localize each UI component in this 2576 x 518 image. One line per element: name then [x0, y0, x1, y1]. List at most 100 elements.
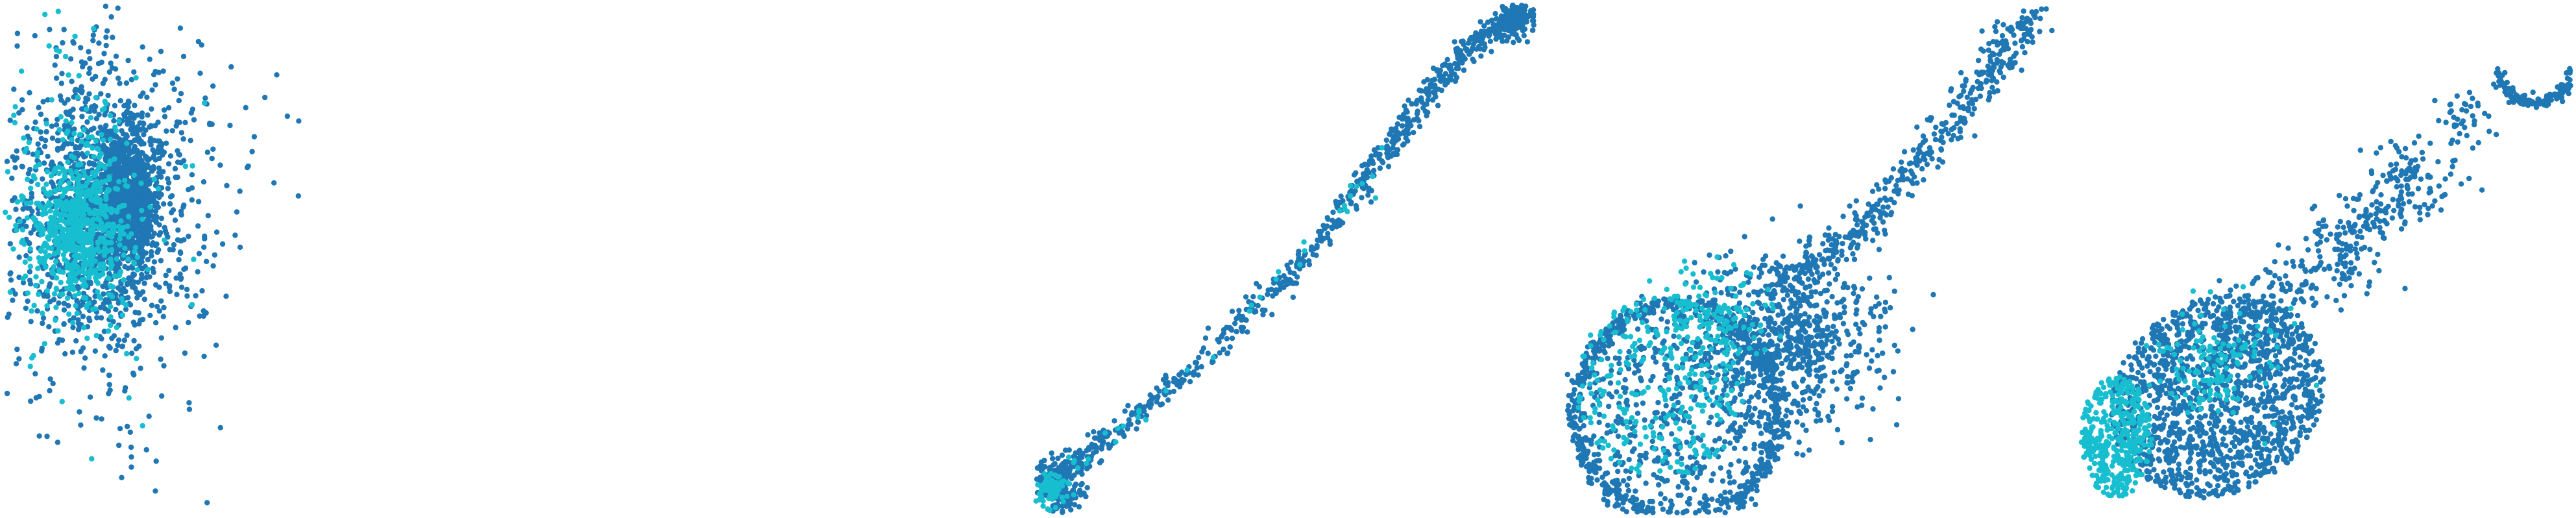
scatter-point: [51, 169, 57, 175]
scatter-point: [101, 106, 107, 112]
scatter-point: [115, 5, 121, 11]
scatter-point: [6, 311, 12, 317]
scatter-point: [1590, 355, 1596, 361]
scatter-point: [217, 162, 223, 168]
scatter-point: [103, 42, 109, 49]
scatter-point: [158, 230, 164, 236]
scatter-point: [25, 133, 30, 139]
scatter-point: [73, 338, 79, 344]
scatter-point: [177, 25, 184, 31]
scatter-point: [1084, 485, 1090, 491]
scatter-point: [58, 114, 64, 120]
scatter-point: [249, 149, 255, 154]
scatter-point: [1288, 259, 1294, 265]
scatter-point: [17, 218, 23, 225]
scatter-point: [77, 302, 84, 309]
scatter-point: [30, 215, 36, 221]
scatter-point: [124, 144, 130, 150]
scatter-point: [1625, 487, 1632, 494]
scatter-point: [151, 71, 157, 78]
scatter-point: [1163, 375, 1169, 381]
scatter-point: [88, 280, 93, 287]
scatter-point: [97, 249, 103, 254]
scatter-point: [203, 258, 210, 264]
scatter-point: [181, 266, 187, 272]
scatter-point: [124, 332, 130, 338]
scatter-point: [197, 70, 203, 77]
scatter-point: [38, 129, 43, 135]
scatter-point: [1041, 471, 1047, 476]
scatter-point: [1684, 485, 1690, 491]
scatter-point: [111, 117, 117, 124]
scatter-point: [114, 265, 121, 271]
scatter-point: [62, 53, 69, 60]
scatter-point: [135, 279, 141, 285]
scatter-point: [95, 146, 102, 153]
scatter-point: [93, 415, 99, 421]
scatter-point: [154, 204, 160, 211]
scatter-point: [1393, 125, 1399, 132]
scatter-point: [191, 256, 197, 262]
scatter-point: [121, 277, 127, 283]
scatter-point: [158, 335, 164, 341]
scatter-point: [115, 223, 122, 229]
scatter-point: [1071, 492, 1076, 498]
scatter-point: [123, 385, 128, 391]
scatter-point: [125, 57, 131, 64]
scatter-point: [87, 56, 93, 62]
scatter-point: [1037, 496, 1043, 502]
scatter-point: [1498, 22, 1504, 29]
scatter-point: [156, 222, 162, 228]
scatter-point: [1269, 312, 1275, 317]
scatter-point: [163, 273, 169, 278]
scatter-point: [130, 238, 136, 243]
scatter-point: [105, 328, 112, 334]
scatter-point: [1337, 199, 1343, 205]
scatter-point: [14, 346, 20, 352]
scatter-point: [1636, 368, 1642, 374]
scatter-point: [1476, 32, 1481, 38]
scatter-point: [1043, 486, 1049, 492]
scatter-point: [232, 232, 238, 238]
scatter-point: [1566, 402, 1572, 409]
scatter-point: [1731, 479, 1737, 485]
scatter-point: [1708, 354, 1714, 361]
scatter-point: [189, 172, 195, 178]
scatter-point: [69, 199, 75, 205]
scatter-point: [200, 308, 206, 314]
scatter-series-1: [1564, 6, 2055, 516]
scatter-point: [1084, 460, 1089, 467]
scatter-point: [1193, 360, 1200, 366]
scatter-point: [1570, 391, 1577, 397]
scatter-point: [127, 193, 132, 199]
scatter-point: [1210, 359, 1216, 365]
scatter-point: [127, 280, 133, 287]
scatter-point: [82, 283, 88, 290]
scatter-point: [1768, 424, 1774, 430]
scatter-point: [71, 126, 77, 132]
scatter-point: [86, 315, 92, 321]
scatter-point: [1749, 478, 1755, 484]
scatter-point: [71, 265, 78, 271]
scatter-point: [53, 204, 60, 210]
scatter-point: [81, 221, 87, 227]
scatter-point: [1658, 500, 1664, 507]
scatter-point: [124, 423, 130, 430]
scatter-point: [1124, 426, 1131, 432]
scatter-point: [1224, 350, 1231, 356]
scatter-point: [1615, 433, 1622, 439]
scatter-point: [86, 206, 91, 213]
scatter-point: [85, 134, 91, 140]
scatter-point: [1491, 27, 1497, 33]
scatter-point: [108, 136, 114, 142]
scatter-point: [162, 237, 167, 243]
scatter-point: [1588, 475, 1594, 482]
scatter-point: [1260, 312, 1266, 317]
scatter-point: [34, 308, 40, 314]
scatter-point: [1704, 509, 1710, 515]
scatter-point: [178, 275, 184, 281]
scatter-point: [139, 271, 145, 278]
scatter-point: [1640, 400, 1646, 406]
scatter-point: [200, 313, 206, 319]
scatter-point: [1136, 409, 1142, 415]
